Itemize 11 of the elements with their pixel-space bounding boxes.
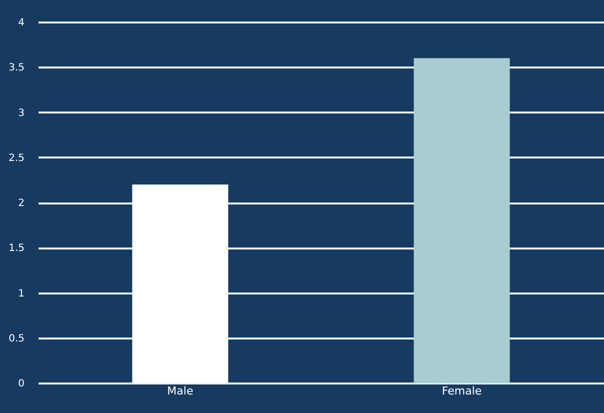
x-tick-label: Male bbox=[167, 384, 194, 398]
y-tick-label: 0.5 bbox=[8, 333, 24, 344]
y-tick-label: 1 bbox=[18, 288, 24, 300]
y-tick-label: 0 bbox=[18, 378, 24, 390]
y-tick-label: 2 bbox=[18, 198, 24, 209]
y-tick-label: 4 bbox=[18, 18, 24, 28]
y-tick-label: 3.5 bbox=[8, 62, 24, 74]
y-tick-label: 3 bbox=[18, 108, 24, 119]
y-tick-label: 1.5 bbox=[8, 243, 24, 254]
y-tick-label: 2.5 bbox=[8, 152, 24, 164]
x-tick-label: Female bbox=[442, 384, 482, 398]
